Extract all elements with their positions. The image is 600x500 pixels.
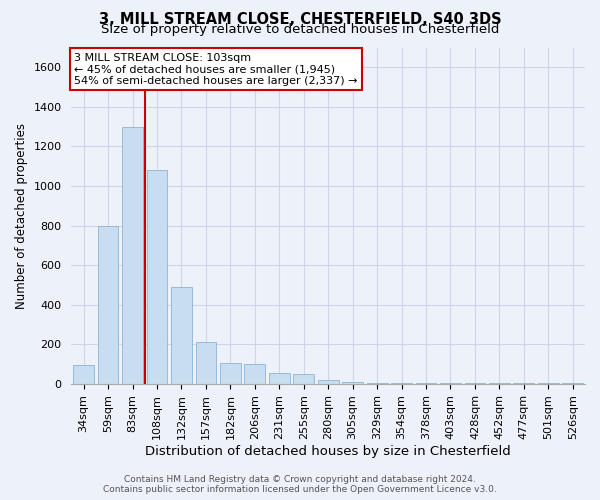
Bar <box>293 374 314 384</box>
Bar <box>538 383 559 384</box>
Bar <box>514 383 534 384</box>
Y-axis label: Number of detached properties: Number of detached properties <box>15 123 28 309</box>
Bar <box>171 287 192 384</box>
Bar <box>489 383 510 384</box>
Bar <box>98 226 118 384</box>
Bar <box>146 170 167 384</box>
Bar <box>220 364 241 384</box>
Bar <box>318 380 338 384</box>
Bar <box>367 383 388 384</box>
Bar <box>122 126 143 384</box>
Text: Contains HM Land Registry data © Crown copyright and database right 2024.
Contai: Contains HM Land Registry data © Crown c… <box>103 474 497 494</box>
Bar <box>196 342 217 384</box>
Bar <box>269 373 290 384</box>
Text: 3, MILL STREAM CLOSE, CHESTERFIELD, S40 3DS: 3, MILL STREAM CLOSE, CHESTERFIELD, S40 … <box>98 12 502 28</box>
Text: Size of property relative to detached houses in Chesterfield: Size of property relative to detached ho… <box>101 22 499 36</box>
Bar <box>73 366 94 384</box>
Bar <box>464 383 485 384</box>
Bar <box>244 364 265 384</box>
Bar <box>416 383 436 384</box>
Bar <box>562 383 583 384</box>
Bar <box>440 383 461 384</box>
X-axis label: Distribution of detached houses by size in Chesterfield: Distribution of detached houses by size … <box>145 444 511 458</box>
Bar <box>391 383 412 384</box>
Bar <box>342 382 363 384</box>
Text: 3 MILL STREAM CLOSE: 103sqm
← 45% of detached houses are smaller (1,945)
54% of : 3 MILL STREAM CLOSE: 103sqm ← 45% of det… <box>74 52 358 86</box>
